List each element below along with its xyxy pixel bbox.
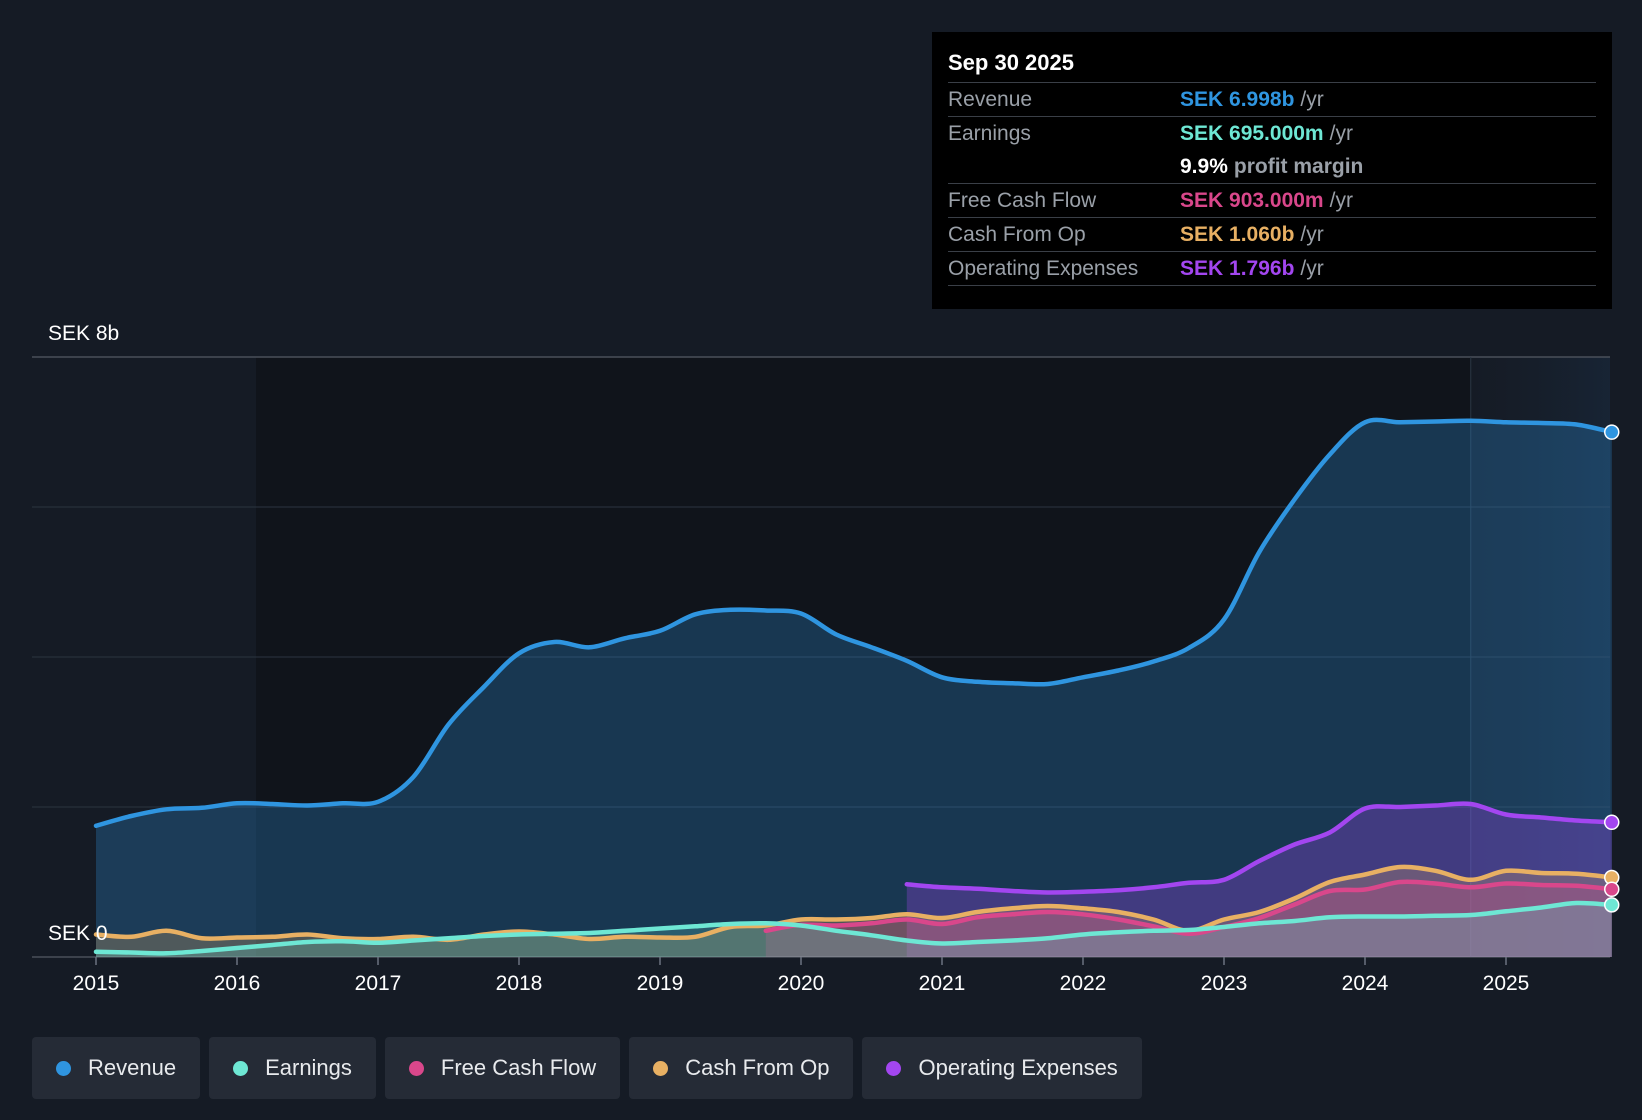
x-tick-label: 2017 — [355, 972, 402, 995]
x-tick-label: 2023 — [1201, 972, 1248, 995]
tooltip-value: 9.9% — [1180, 155, 1228, 178]
tooltip-label: Operating Expenses — [948, 257, 1139, 280]
tooltip-row-operating-expenses: Operating Expenses SEK 1.796b /yr — [948, 251, 1596, 286]
x-tick-label: 2025 — [1483, 972, 1530, 995]
legend-item-revenue[interactable]: Revenue — [32, 1037, 201, 1099]
tooltip-unit: profit margin — [1233, 155, 1364, 178]
legend-label: Revenue — [88, 1055, 177, 1080]
free-cash-flow-line — [763, 879, 1615, 937]
x-tick-label: 2015 — [73, 972, 120, 995]
legend-dot-icon — [233, 1060, 249, 1076]
tooltip-value: SEK 6.998b — [1180, 88, 1295, 111]
series-end-dots — [1604, 424, 1620, 913]
tooltip-row-profit-margin: 9.9% profit margin — [948, 150, 1596, 183]
x-tick-label: 2024 — [1342, 972, 1389, 995]
cash-from-op-area — [96, 866, 1612, 957]
revenue-end-point — [1604, 424, 1620, 440]
tooltip-value: SEK 695.000m — [1180, 122, 1324, 145]
tooltip-unit: /yr — [1300, 88, 1324, 111]
revenue-area — [96, 419, 1612, 957]
tooltip-label: Cash From Op — [948, 223, 1086, 246]
x-tick-label: 2022 — [1060, 972, 1107, 995]
cash-from-op-line — [93, 864, 1615, 943]
tooltip-value: SEK 1.796b — [1180, 257, 1295, 280]
legend-dot-icon — [653, 1060, 669, 1076]
tooltip-row-earnings: Earnings SEK 695.000m /yr — [948, 116, 1596, 150]
x-tick-label: 2016 — [214, 972, 261, 995]
tooltip-unit: /yr — [1300, 257, 1324, 280]
legend-dot-icon — [408, 1060, 424, 1076]
tooltip-row-free-cash-flow: Free Cash Flow SEK 903.000m /yr — [948, 183, 1596, 217]
tooltip-label: Free Cash Flow — [948, 189, 1097, 212]
legend-label: Cash From Op — [685, 1055, 830, 1080]
legend-item-cash-from-op[interactable]: Cash From Op — [629, 1037, 854, 1099]
x-tick-label: 2020 — [778, 972, 825, 995]
earnings-area — [96, 902, 1612, 957]
tooltip-panel: Sep 30 2025 Revenue SEK 6.998b /yr Earni… — [932, 32, 1612, 309]
tooltip-unit: /yr — [1300, 223, 1324, 246]
tooltip-unit: /yr — [1329, 122, 1353, 145]
tooltip-date: Sep 30 2025 — [948, 50, 1074, 75]
tooltip-label: Revenue — [948, 88, 1033, 111]
free-cash-flow-area — [765, 881, 1612, 957]
y-axis-top-label: SEK 8b — [48, 322, 119, 345]
earnings-line — [93, 900, 1615, 956]
operating-expenses-line — [904, 801, 1615, 895]
operating-expenses-area — [906, 803, 1612, 957]
tooltip-row-cash-from-op: Cash From Op SEK 1.060b /yr — [948, 217, 1596, 251]
legend-dot-icon — [56, 1060, 71, 1076]
series-areas — [96, 419, 1612, 957]
y-axis-bottom-label: SEK 0 — [48, 922, 108, 945]
free-cash-flow-end-point — [1604, 881, 1620, 898]
legend-dot-icon — [886, 1060, 902, 1076]
tooltip-value: SEK 903.000m — [1180, 189, 1324, 212]
tooltip-label — [948, 150, 1180, 183]
tooltip-unit: /yr — [1329, 189, 1353, 212]
legend-label: Earnings — [265, 1055, 352, 1080]
earnings-end-point — [1604, 897, 1620, 913]
revenue-line — [93, 417, 1615, 829]
legend-label: Operating Expenses — [918, 1055, 1118, 1080]
chart-legend: Revenue Earnings Free Cash Flow Cash Fro… — [32, 1037, 1142, 1099]
x-axis: 2015 2016 2017 2018 2019 2020 2021 2022 2023 2024… — [73, 957, 1530, 995]
tooltip-value: SEK 1.060b — [1180, 223, 1295, 246]
x-tick-label: 2021 — [919, 972, 966, 995]
operating-expenses-end-point — [1604, 814, 1620, 831]
gridlines — [32, 356, 1610, 958]
x-tick-label: 2019 — [637, 972, 684, 995]
legend-label: Free Cash Flow — [440, 1055, 597, 1080]
tooltip-label: Earnings — [948, 122, 1031, 145]
x-tick-label: 2018 — [496, 972, 543, 995]
series-lines — [93, 417, 1615, 956]
legend-item-operating-expenses[interactable]: Operating Expenses — [862, 1037, 1142, 1099]
tooltip-row-revenue: Revenue SEK 6.998b /yr — [948, 82, 1596, 116]
legend-item-free-cash-flow[interactable]: Free Cash Flow — [384, 1037, 621, 1099]
legend-item-earnings[interactable]: Earnings — [209, 1037, 376, 1099]
